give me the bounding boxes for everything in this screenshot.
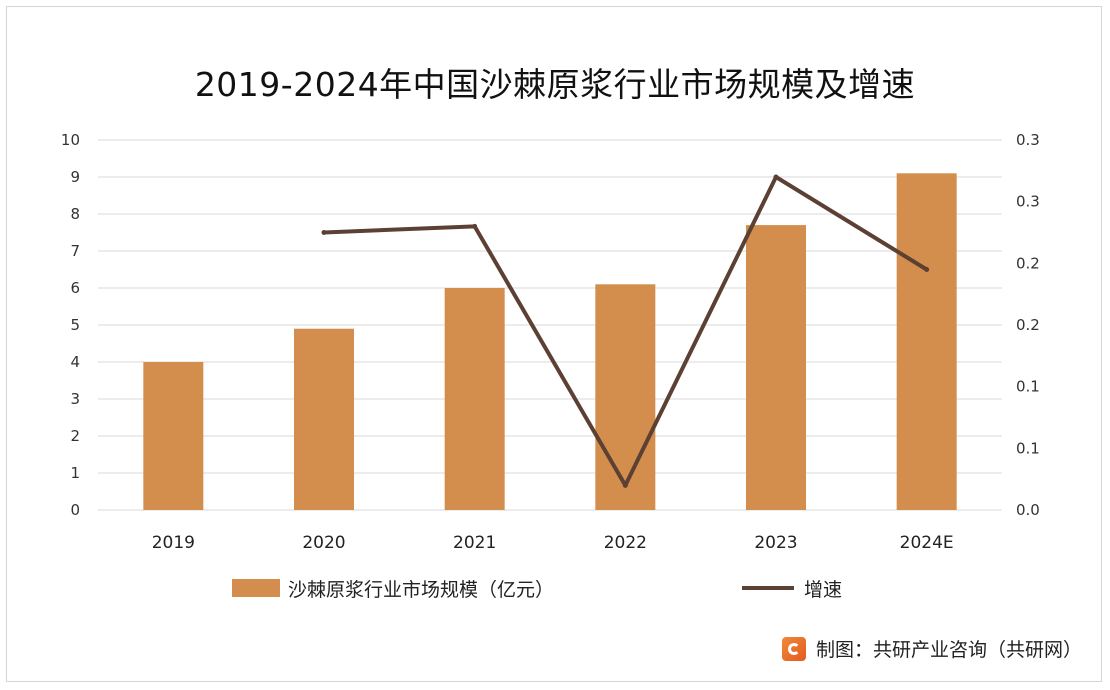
growth-point	[773, 174, 779, 180]
right-tick-label: 0.1	[1016, 378, 1040, 396]
right-tick-label: 0.3	[1016, 131, 1040, 149]
x-tick-label: 2019	[152, 533, 195, 553]
left-tick-label: 4	[70, 353, 80, 371]
left-tick-label: 3	[70, 390, 80, 408]
legend-swatch-line	[742, 586, 794, 590]
chart-title: 2019-2024年中国沙棘原浆行业市场规模及增速	[194, 65, 916, 104]
left-tick-label: 6	[70, 279, 80, 297]
x-tick-label: 2024E	[900, 533, 954, 553]
legend-label-market-size: 沙棘原浆行业市场规模（亿元）	[288, 578, 555, 601]
left-tick-label: 9	[70, 168, 80, 186]
legend-item-growth: 增速	[742, 573, 842, 603]
left-tick-label: 0	[70, 501, 80, 519]
left-tick-label: 5	[70, 316, 80, 334]
growth-point	[321, 230, 327, 235]
right-tick-label: 0.2	[1016, 254, 1040, 272]
left-tick-label: 7	[70, 242, 80, 260]
right-tick-label: 0.2	[1016, 316, 1040, 334]
source-text: 制图：共研产业咨询（共研网）	[815, 639, 1082, 661]
growth-point	[472, 223, 478, 229]
right-tick-label: 0.3	[1016, 193, 1040, 211]
x-tick-label: 2021	[453, 533, 496, 553]
x-tick-label: 2023	[754, 533, 797, 553]
growth-point	[924, 267, 930, 272]
bar	[595, 284, 656, 510]
legend-label-growth: 增速	[804, 578, 843, 601]
left-tick-label: 1	[70, 464, 80, 482]
source-note: 制图：共研产业咨询（共研网）	[781, 635, 1082, 662]
bar	[746, 225, 806, 510]
left-tick-label: 10	[61, 131, 80, 149]
right-tick-label: 0.0	[1016, 501, 1040, 519]
bar	[143, 362, 204, 510]
right-tick-label: 0.1	[1016, 439, 1040, 457]
left-tick-label: 8	[70, 205, 80, 223]
brand-logo-icon	[781, 636, 806, 661]
bar	[444, 288, 505, 510]
legend-swatch-bar	[232, 579, 280, 597]
x-tick-label: 2022	[604, 533, 647, 553]
legend-item-market-size: 沙棘原浆行业市场规模（亿元）	[232, 573, 554, 603]
bar	[294, 328, 354, 510]
bar	[896, 173, 957, 511]
left-tick-label: 2	[70, 427, 80, 445]
x-tick-label: 2020	[302, 533, 345, 553]
growth-point	[622, 482, 628, 488]
